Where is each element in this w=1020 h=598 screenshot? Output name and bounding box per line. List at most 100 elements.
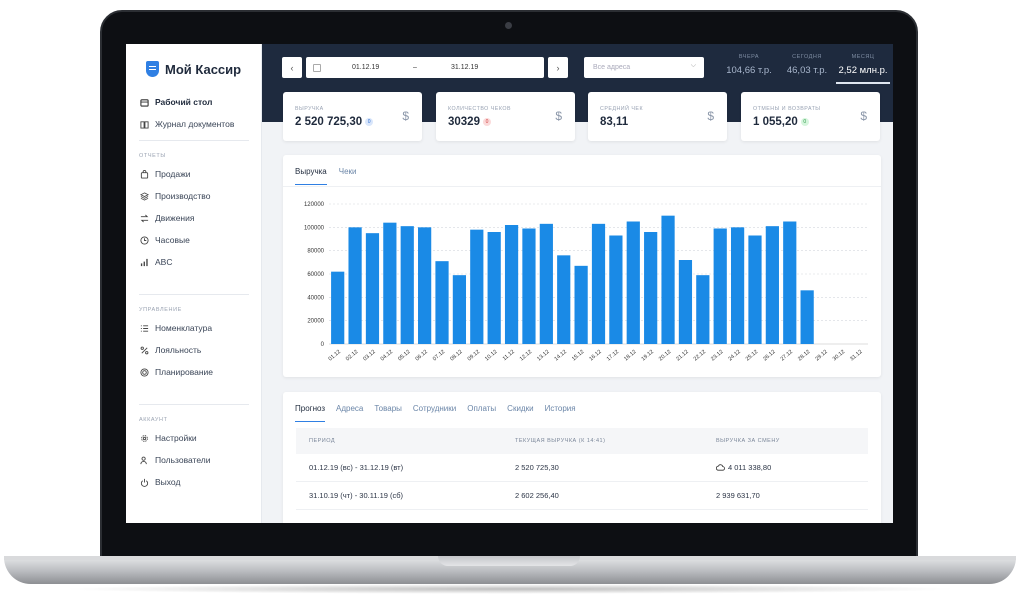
bar-19.12 [644, 232, 658, 344]
sidebar-item-nomenclature[interactable]: Номенклатура [139, 317, 249, 339]
sidebar-item-label: Выход [155, 477, 181, 487]
x-tick-label: 07.12 [432, 349, 446, 362]
bag-icon [139, 169, 149, 179]
clock-icon [139, 235, 149, 245]
cell-current: 2 602 256,40 [515, 491, 559, 500]
table-row[interactable]: 01.12.19 (вс) - 31.12.19 (вт) 2 520 725,… [296, 454, 868, 482]
period-yesterday[interactable]: ВЧЕРА 104,66 т.р. [722, 54, 776, 76]
sidebar-item-logout[interactable]: Выход [139, 471, 249, 493]
address-select[interactable]: Все адреса ⌵ [584, 57, 704, 78]
sidebar-item-dashboard[interactable]: Рабочий стол [139, 91, 249, 113]
sidebar-item-label: Движения [155, 213, 195, 223]
tab-discounts[interactable]: Скидки [507, 404, 534, 413]
table-row[interactable]: 31.10.19 (чт) - 30.11.19 (сб) 2 602 256,… [296, 482, 868, 510]
x-tick-label: 19.12 [641, 349, 655, 362]
app-logo[interactable]: Мой Кассир [146, 61, 241, 77]
tab-employees[interactable]: Сотрудники [412, 404, 457, 413]
sidebar-item-label: Номенклатура [155, 323, 213, 333]
tab-addresses[interactable]: Адреса [336, 404, 364, 413]
period-month[interactable]: МЕСЯЦ 2,52 млн.р. [836, 54, 890, 84]
sidebar-item-label: Лояльность [155, 345, 202, 355]
x-tick-label: 30.12 [832, 349, 846, 362]
kpi-label: СРЕДНИЙ ЧЕК [600, 106, 644, 112]
forecast-card: Прогноз Адреса Товары Сотрудники Оплаты … [283, 392, 881, 523]
period-value: 2,52 млн.р. [838, 65, 888, 76]
kpi-value-wrap: 2 520 725,30 0 [295, 116, 374, 128]
cell-period: 01.12.19 (вс) - 31.12.19 (вт) [309, 463, 404, 472]
sidebar-item-label: Производство [155, 191, 211, 201]
bar-28.12 [800, 290, 814, 344]
bar-18.12 [626, 221, 640, 344]
x-tick-label: 16.12 [588, 349, 602, 362]
cloud-icon [716, 464, 725, 471]
date-range-picker[interactable]: 01.12.19 – 31.12.19 [306, 57, 544, 78]
sidebar-item-label: Планирование [155, 367, 214, 377]
sidebar-item-production[interactable]: Производство [139, 185, 249, 207]
chevron-left-icon: ‹ [290, 62, 294, 73]
period-value: 104,66 т.р. [726, 65, 772, 76]
table-header: ПЕРИОД ТЕКУЩАЯ ВЫРУЧКА (К 14:41) ВЫРУЧКА… [296, 428, 868, 454]
tab-payments[interactable]: Оплаты [467, 404, 497, 413]
bar-chart-icon [139, 257, 149, 267]
camera-dot [505, 22, 512, 29]
bottom-tabs: Прогноз Адреса Товары Сотрудники Оплаты … [295, 404, 576, 422]
date-to: 31.12.19 [451, 64, 479, 71]
calendar-icon [313, 63, 321, 72]
x-tick-label: 14.12 [554, 349, 568, 362]
sidebar-item-label: Настройки [155, 433, 197, 443]
app-screen: Мой Кассир Рабочий стол Журнал документо… [126, 44, 893, 523]
x-tick-label: 24.12 [727, 349, 741, 362]
sidebar-item-settings[interactable]: Настройки [139, 427, 249, 449]
bar-17.12 [609, 235, 623, 344]
kpi-badge: 0 [482, 118, 491, 126]
x-tick-label: 20.12 [658, 349, 672, 362]
tab-revenue[interactable]: Выручка [295, 167, 327, 185]
sidebar-item-users[interactable]: Пользователи [139, 449, 249, 471]
x-tick-label: 06.12 [415, 349, 429, 362]
logo-shield-icon [146, 61, 159, 77]
chart-card: Выручка Чеки 0 20000 40000 60000 80000 100000… [283, 155, 881, 377]
x-tick-label: 18.12 [623, 349, 637, 362]
kpi-value-wrap: 83,11 [600, 116, 628, 128]
tab-forecast[interactable]: Прогноз [295, 404, 326, 422]
bar-14.12 [557, 255, 571, 344]
x-tick-label: 17.12 [606, 349, 620, 362]
dollar-icon: $ [860, 109, 867, 123]
kpi-value: 1 055,20 [753, 116, 798, 128]
sidebar-item-planning[interactable]: Планирование [139, 361, 249, 383]
percent-icon [139, 345, 149, 355]
x-tick-label: 10.12 [484, 349, 498, 362]
sidebar-item-sales[interactable]: Продажи [139, 163, 249, 185]
next-period-button[interactable]: › [548, 57, 568, 78]
sidebar-item-abc[interactable]: ABC [139, 251, 249, 273]
bar-15.12 [574, 265, 588, 344]
bar-21.12 [678, 260, 693, 344]
laptop-notch [438, 556, 580, 566]
tab-checks[interactable]: Чеки [338, 167, 357, 176]
kpi-value: 30329 [448, 116, 480, 128]
cell-shift: 2 939 631,70 [716, 491, 760, 500]
sidebar-item-loyalty[interactable]: Лояльность [139, 339, 249, 361]
prev-period-button[interactable]: ‹ [282, 57, 302, 78]
users-icon [139, 455, 149, 465]
x-tick-label: 11.12 [502, 349, 516, 362]
period-today[interactable]: СЕГОДНЯ 46,03 т.р. [780, 54, 834, 76]
bar-03.12 [365, 233, 380, 344]
gear-icon [139, 433, 149, 443]
sidebar-item-label: Пользователи [155, 455, 211, 465]
period-label: СЕГОДНЯ [792, 54, 822, 60]
list-icon [139, 323, 149, 333]
tab-goods[interactable]: Товары [374, 404, 402, 413]
sidebar-item-journal[interactable]: Журнал документов [139, 113, 249, 135]
cell-shift: 4 011 338,80 [728, 463, 772, 472]
sidebar-item-hourly[interactable]: Часовые [139, 229, 249, 251]
dollar-icon: $ [402, 109, 409, 123]
bar-16.12 [591, 223, 606, 344]
kpi-card-checks: КОЛИЧЕСТВО ЧЕКОВ 30329 0 $ [436, 92, 575, 141]
tab-history[interactable]: История [544, 404, 576, 413]
cell-period: 31.10.19 (чт) - 30.11.19 (сб) [309, 491, 404, 500]
kpi-value-wrap: 30329 0 [448, 116, 491, 128]
bar-02.12 [348, 227, 362, 344]
section-title-reports: ОТЧЕТЫ [139, 153, 166, 159]
sidebar-item-movements[interactable]: Движения [139, 207, 249, 229]
